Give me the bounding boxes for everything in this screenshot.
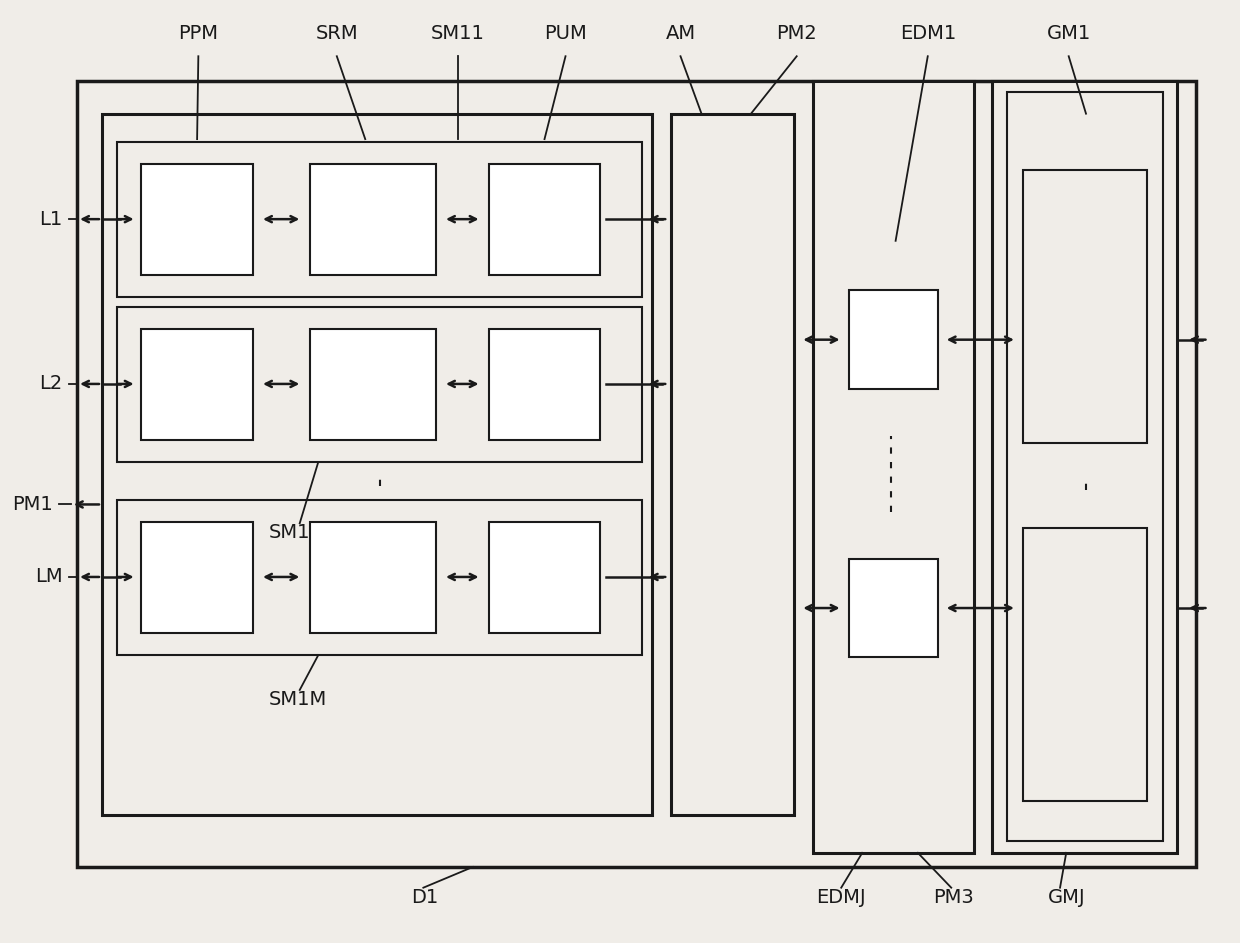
Bar xyxy=(117,142,642,297)
Bar xyxy=(102,114,652,815)
Text: EDMJ: EDMJ xyxy=(816,887,866,906)
Bar xyxy=(117,306,642,462)
Text: GM1: GM1 xyxy=(1047,25,1091,43)
Text: PUM: PUM xyxy=(544,25,587,43)
Text: PPM: PPM xyxy=(179,25,218,43)
Text: D1: D1 xyxy=(410,887,438,906)
Bar xyxy=(141,329,253,440)
Bar xyxy=(141,521,253,633)
Bar xyxy=(310,329,435,440)
Bar xyxy=(310,521,435,633)
Bar xyxy=(848,558,937,657)
Bar xyxy=(671,114,795,815)
Text: PM3: PM3 xyxy=(932,887,973,906)
Bar xyxy=(1023,528,1147,801)
Text: SRM: SRM xyxy=(315,25,358,43)
Bar xyxy=(77,81,1197,867)
Text: L2: L2 xyxy=(40,374,62,393)
Text: PM2: PM2 xyxy=(776,25,817,43)
Bar xyxy=(1023,170,1147,443)
Text: SM11: SM11 xyxy=(432,25,485,43)
Bar xyxy=(1007,92,1163,840)
Text: EDM1: EDM1 xyxy=(900,25,956,43)
Bar xyxy=(489,521,600,633)
Bar xyxy=(812,81,973,852)
Bar xyxy=(310,164,435,275)
Text: PM1: PM1 xyxy=(11,495,52,514)
Bar xyxy=(848,290,937,389)
Text: SM1M: SM1M xyxy=(269,690,327,709)
Text: L1: L1 xyxy=(40,209,62,228)
Text: SM12: SM12 xyxy=(269,523,322,542)
Bar xyxy=(489,329,600,440)
Text: AM: AM xyxy=(666,25,696,43)
Bar xyxy=(141,164,253,275)
Bar xyxy=(992,81,1178,852)
Bar xyxy=(117,500,642,655)
Text: LM: LM xyxy=(35,568,62,587)
Bar xyxy=(489,164,600,275)
Text: GMJ: GMJ xyxy=(1048,887,1085,906)
